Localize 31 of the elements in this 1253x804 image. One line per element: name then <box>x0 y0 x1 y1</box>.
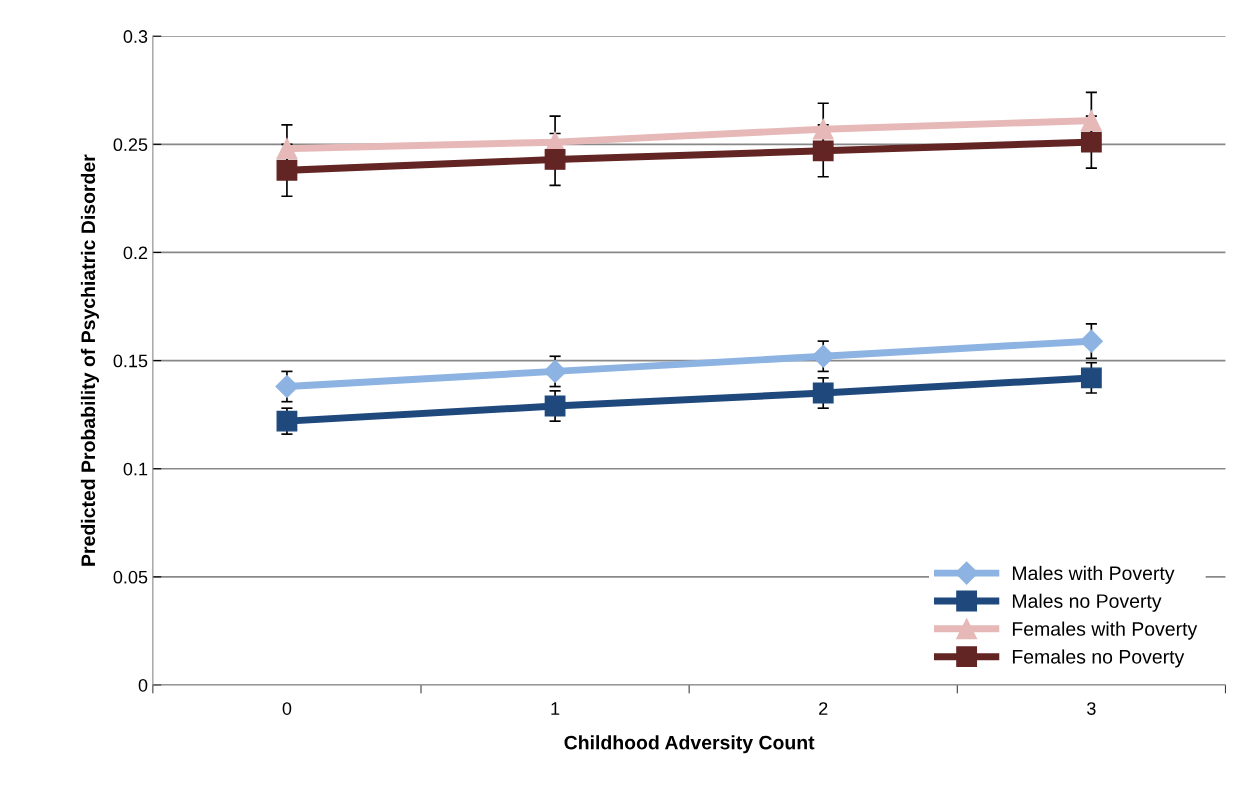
x-tick-label: 1 <box>551 702 560 715</box>
point <box>812 382 834 404</box>
y-tick-label: 0.05 <box>113 570 148 584</box>
point <box>1080 131 1102 153</box>
x-axis-title: Childhood Adversity Count <box>564 735 815 754</box>
point <box>1080 110 1102 131</box>
y-tick-label: 0.2 <box>123 246 148 260</box>
y-tick-label: 0.15 <box>113 354 148 368</box>
legend-label: Males with Poverty <box>1012 565 1175 584</box>
y-tick-label: 0.3 <box>123 30 148 43</box>
legend-label: Females no Poverty <box>1012 649 1185 668</box>
y-tick-label: 0 <box>138 678 148 692</box>
y-tick-label: 0.25 <box>113 138 148 152</box>
point <box>543 359 567 383</box>
point <box>544 149 566 170</box>
point <box>1080 367 1102 389</box>
point <box>1079 329 1103 353</box>
point <box>812 140 834 162</box>
x-tick-label: 2 <box>819 702 828 715</box>
point <box>811 344 835 368</box>
legend-label: Males no Poverty <box>1012 593 1162 612</box>
point <box>812 118 834 140</box>
point <box>544 395 566 417</box>
y-axis-title: Predicted Probability of Psychiatric Disorder <box>80 154 99 566</box>
x-tick-label: 0 <box>282 702 292 715</box>
y-tick-label: 0.1 <box>123 462 148 476</box>
point <box>275 375 299 399</box>
point <box>276 159 298 181</box>
legend-label: Females with Poverty <box>1012 621 1198 640</box>
x-tick-label: 3 <box>1087 702 1096 715</box>
point <box>276 138 298 160</box>
